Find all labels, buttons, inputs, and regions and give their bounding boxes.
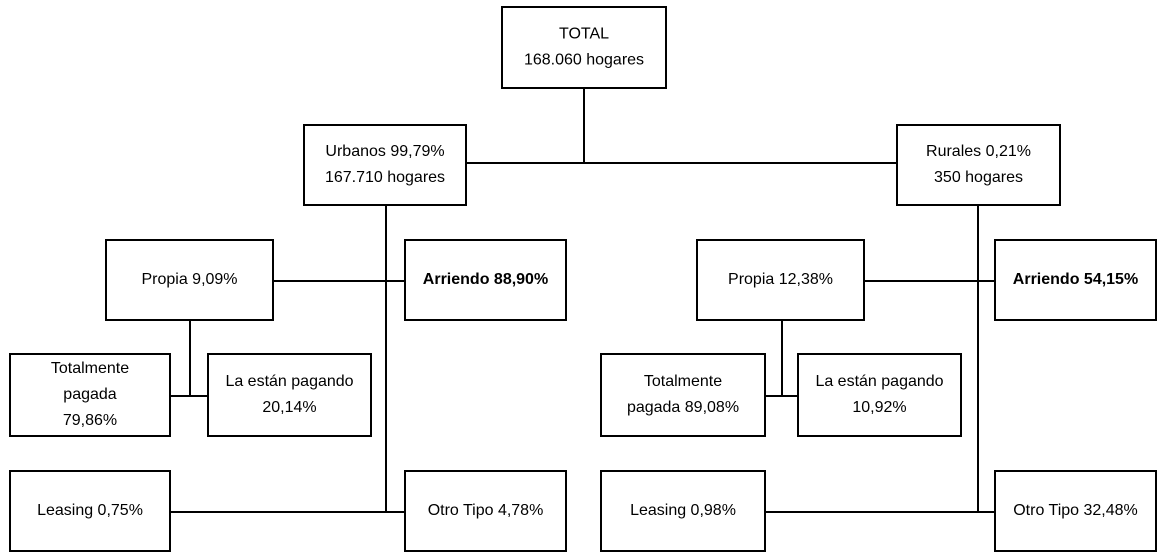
connector: [765, 205, 995, 513]
node-label: Leasing 0,75%: [37, 502, 143, 519]
node-label: 79,86%: [63, 412, 117, 429]
node-label: Urbanos 99,79%: [325, 143, 444, 160]
connector: [466, 88, 897, 164]
node-box: [797, 353, 962, 437]
node-box: [404, 470, 567, 552]
node-label: Otro Tipo 32,48%: [1013, 502, 1138, 519]
node-box: [9, 353, 171, 437]
node-box: [404, 239, 567, 321]
node-label: pagada 89,08%: [627, 399, 739, 416]
node-box: [105, 239, 274, 321]
node-label: Propia 12,38%: [728, 271, 833, 288]
node-label: TOTAL: [559, 26, 609, 43]
node-label: pagada: [63, 386, 116, 403]
node-box: [696, 239, 865, 321]
node-label: Arriendo 54,15%: [1013, 271, 1138, 288]
connectors: [170, 88, 995, 513]
node-label: 20,14%: [262, 399, 316, 416]
node-label: Arriendo 88,90%: [423, 271, 548, 288]
node-label: 10,92%: [852, 399, 906, 416]
node-label: Totalmente: [51, 360, 129, 377]
node-label: Leasing 0,98%: [630, 502, 736, 519]
node-box: [994, 239, 1157, 321]
node-label: 168.060 hogares: [524, 52, 644, 69]
node-box: [501, 6, 667, 89]
node-box: [9, 470, 171, 552]
node-label: Otro Tipo 4,78%: [428, 502, 544, 519]
node-box: [303, 124, 467, 206]
node-label: Propia 9,09%: [141, 271, 237, 288]
node-box: [207, 353, 372, 437]
node-label: Rurales 0,21%: [926, 143, 1031, 160]
node-box: [896, 124, 1061, 206]
node-label: 167.710 hogares: [325, 169, 445, 186]
connector: [170, 205, 405, 513]
node-label: 350 hogares: [934, 169, 1023, 186]
node-label: La están pagando: [815, 373, 943, 390]
connector: [765, 320, 798, 397]
node-label: Totalmente: [644, 373, 722, 390]
node-box: [994, 470, 1157, 552]
node-box: [600, 470, 766, 552]
node-box: [600, 353, 766, 437]
connector: [170, 320, 208, 397]
node-label: La están pagando: [225, 373, 353, 390]
